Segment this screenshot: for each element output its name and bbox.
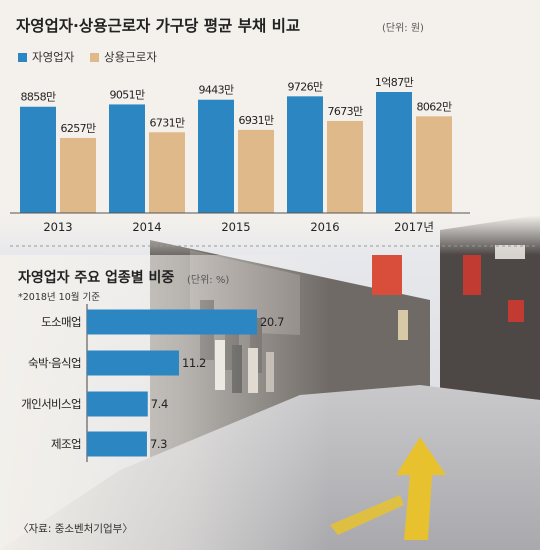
legend-swatch-self-employed [18, 52, 27, 62]
data-label: 8858만 [20, 91, 56, 104]
bar-wage-worker [60, 137, 96, 213]
bar-wage-worker [327, 120, 363, 213]
x-tick-label: 2015 [221, 220, 250, 234]
bar-self-employed [198, 99, 234, 213]
date-note: *2018년 10월 기준 [18, 292, 101, 303]
x-tick-label: 2013 [43, 220, 72, 234]
bar-industry [87, 431, 147, 457]
chart-title: 자영업자·상용근로자 가구당 평균 부채 비교 [16, 17, 301, 35]
bar-wage-worker [416, 116, 452, 213]
bar-self-employed [109, 104, 145, 213]
category-label: 제조업 [51, 437, 81, 451]
legend-label-wage-worker: 상용근로자 [104, 50, 157, 64]
section-unit-label: (단위: %) [187, 275, 230, 286]
bar-self-employed [287, 96, 323, 213]
legend-label-self-employed: 자영업자 [32, 50, 75, 64]
bar-wage-worker [149, 132, 185, 213]
bar-industry [87, 309, 257, 335]
bar-self-employed [376, 92, 412, 213]
data-label: 6257만 [60, 122, 96, 135]
bar-industry [87, 391, 148, 417]
section-title: 자영업자 주요 업종별 비중 [18, 270, 175, 286]
value-label: 11.2 [182, 356, 206, 370]
legend-swatch-wage-worker [90, 52, 99, 62]
x-tick-label: 2016 [310, 220, 339, 234]
data-label: 9443만 [198, 84, 234, 97]
data-label: 7673만 [327, 105, 363, 118]
data-label: 8062만 [416, 100, 452, 113]
value-label: 7.4 [151, 397, 168, 411]
legend-wage-worker: 상용근로자 [90, 49, 157, 65]
data-label: 1억87만 [375, 76, 414, 89]
data-label: 9051만 [109, 88, 145, 101]
value-label: 20.7 [260, 315, 284, 329]
x-tick-label: 2017년 [394, 220, 434, 234]
debt-comparison-chart: 8858만 6257만 2013 9051만 6731만 2014 9443만 6931만 20… [10, 76, 535, 247]
data-label: 6731만 [149, 116, 185, 129]
bar-self-employed [20, 106, 56, 213]
unit-label: (단위: 원) [382, 23, 424, 34]
value-label: 7.3 [150, 437, 167, 451]
x-tick-label: 2014 [132, 220, 161, 234]
bar-wage-worker [238, 129, 274, 213]
category-label: 개인서비스업 [21, 397, 81, 411]
bar-industry [87, 350, 179, 376]
source-label: 〈자료: 중소벤처기업부〉 [18, 523, 133, 535]
legend-self-employed: 자영업자 [18, 49, 74, 65]
data-label: 9726만 [287, 80, 323, 93]
category-label: 도소매업 [41, 315, 81, 329]
category-label: 숙박·음식업 [28, 356, 81, 370]
data-label: 6931만 [238, 114, 274, 127]
